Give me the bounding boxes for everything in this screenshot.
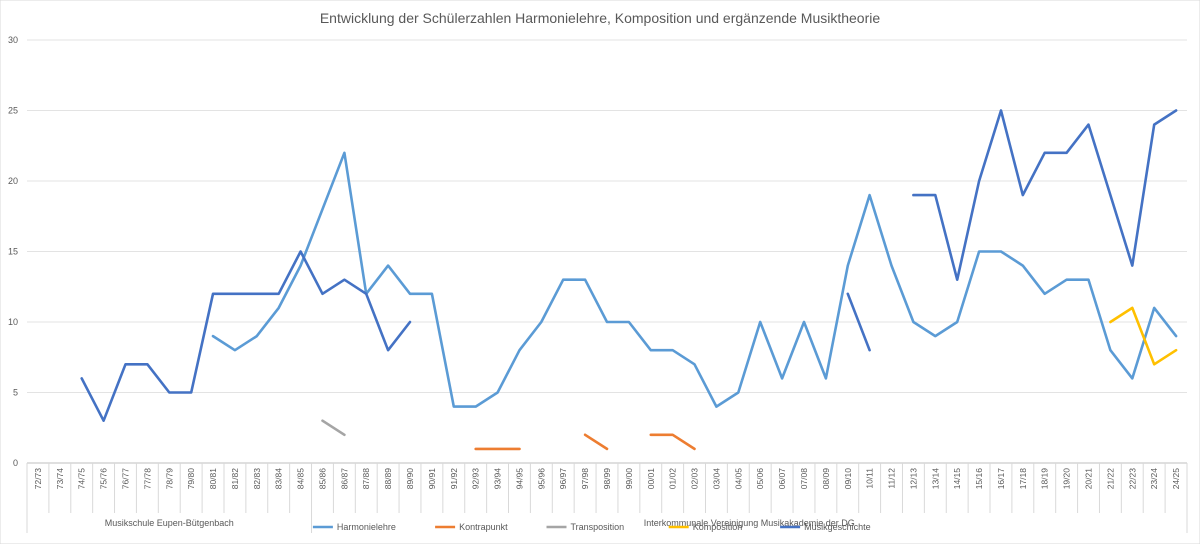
y-axis-ticks: 0 5 10 15 20 25 30 [8,35,18,468]
x-tick-label: 84/85 [296,468,306,490]
x-tick-label: 96/97 [558,468,568,490]
x-tick-label: 92/93 [471,468,481,490]
x-tick-label: 72/73 [33,468,43,490]
x-tick-label: 86/87 [339,468,349,490]
legend-label-musikgeschichte: Musikgeschichte [804,522,871,532]
x-tick-label: 05/06 [755,468,765,490]
series-line-musikgeschichte [80,250,412,423]
x-tick-label: 22/23 [1127,468,1137,490]
x-tick-label: 87/88 [361,468,371,490]
x-tick-label: 75/76 [99,468,109,490]
y-tick-label: 0 [13,458,18,468]
x-tick-label: 78/79 [164,468,174,490]
x-tick-label: 00/01 [646,468,656,490]
x-tick-label: 82/83 [252,468,262,490]
x-tick-label: 98/99 [602,468,612,490]
series-line-harmonielehre [211,151,1178,408]
x-tick-label: 15/16 [974,468,984,490]
x-tick-label: 12/13 [908,468,918,490]
x-tick-label: 04/05 [733,468,743,490]
x-tick-label: 80/81 [208,468,218,490]
x-tick-label: 90/91 [427,468,437,490]
x-tick-label: 11/12 [887,468,897,489]
x-tick-label: 79/80 [186,468,196,490]
series-line-kontrapunkt [649,433,696,451]
series-line-transposition [321,419,346,437]
series-line-musikgeschichte [912,109,1178,282]
x-tick-label: 93/94 [493,468,503,490]
y-tick-label: 30 [8,35,18,45]
chart-title: Entwicklung der Schülerzahlen Harmoniele… [320,10,881,26]
x-tick-label: 89/90 [405,468,415,490]
x-tick-label: 85/86 [317,468,327,490]
legend-label-transposition: Transposition [571,522,625,532]
x-tick-label: 19/20 [1062,468,1072,490]
x-axis: 72/73 73/74 74/75 75/76 76/77 77/78 78/79 79/80… [26,463,1188,513]
x-tick-label: 88/89 [383,468,393,490]
x-tick-label: 95/96 [536,468,546,490]
x-tick-label: 76/77 [120,468,130,490]
legend-label-harmonielehre: Harmonielehre [337,522,396,532]
x-tick-label: 94/95 [514,468,524,490]
x-tick-label: 18/19 [1040,468,1050,490]
x-tick-label: 09/10 [843,468,853,490]
x-tick-label: 83/84 [274,468,284,490]
x-group-label: Interkommunale Vereinigung Musikakademie… [644,518,855,528]
series-lines [80,109,1178,451]
x-tick-label: 10/11 [865,468,875,489]
legend-label-kontrapunkt: Kontrapunkt [459,522,508,532]
x-tick-label: 08/09 [821,468,831,490]
x-tick-label: 21/22 [1105,468,1115,490]
x-tick-label: 16/17 [996,468,1006,490]
x-tick-label: 73/74 [55,468,65,490]
x-tick-label: 97/98 [580,468,590,490]
x-group-label: Musikschule Eupen-Bütgenbach [105,518,234,528]
x-tick-label: 91/92 [449,468,459,490]
x-tick-label: 77/78 [142,468,152,490]
series-line-kontrapunkt [583,433,609,451]
x-tick-label: 17/18 [1018,468,1028,490]
y-tick-label: 20 [8,176,18,186]
legend-label-komposition: Komposition [693,522,743,532]
x-tick-label: 74/75 [77,468,87,490]
legend: Harmonielehre Kontrapunkt Transposition Kom… [312,522,871,532]
series-line-musikgeschichte [846,292,871,352]
x-tick-label: 23/24 [1149,468,1159,490]
x-tick-label: 24/25 [1171,468,1181,490]
x-tick-label: 07/08 [799,468,809,490]
x-tick-label: 14/15 [952,468,962,490]
x-tick-label: 06/07 [777,468,787,490]
x-tick-label: 20/21 [1084,468,1094,490]
x-axis-groups: Musikschule Eupen-Bütgenbach Interkommuna… [26,513,1188,533]
y-tick-label: 15 [8,247,18,257]
y-tick-label: 5 [13,388,18,398]
y-tick-label: 25 [8,106,18,116]
x-tick-label: 99/00 [624,468,634,490]
x-tick-label: 03/04 [711,468,721,490]
x-tick-label: 02/03 [690,468,700,490]
x-tick-label: 01/02 [668,468,678,490]
series-line-komposition [1109,306,1178,366]
y-tick-label: 10 [8,317,18,327]
x-tick-label: 13/14 [930,468,940,490]
x-tick-label: 81/82 [230,468,240,490]
